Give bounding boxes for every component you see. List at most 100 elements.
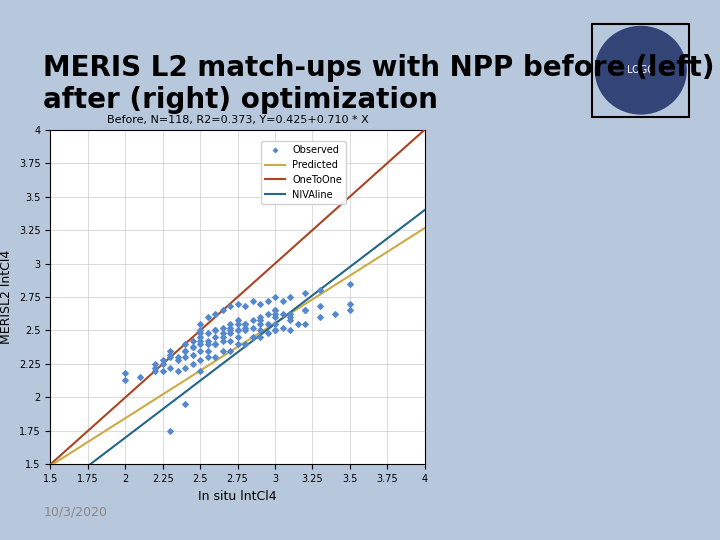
Y-axis label: MERISL2 lntCl4: MERISL2 lntCl4 <box>1 250 14 344</box>
Observed <box>202 313 213 321</box>
Observed <box>284 326 296 335</box>
Observed <box>344 299 356 308</box>
Observed <box>232 333 243 341</box>
Observed <box>232 299 243 308</box>
Text: LOGO: LOGO <box>627 65 654 75</box>
Observed <box>164 427 176 435</box>
Legend: Observed, Predicted, OneToOne, NIVAline: Observed, Predicted, OneToOne, NIVAline <box>261 141 346 204</box>
Predicted <box>68 448 77 455</box>
Observed <box>239 340 251 348</box>
Observed <box>217 346 228 355</box>
Observed <box>150 366 161 375</box>
Observed <box>254 313 266 321</box>
Observed <box>179 340 191 348</box>
Observed <box>254 326 266 335</box>
X-axis label: In situ lntCl4: In situ lntCl4 <box>198 490 277 503</box>
Observed <box>157 360 168 368</box>
Observed <box>194 337 206 346</box>
Observed <box>284 315 296 324</box>
Observed <box>300 289 311 298</box>
Observed <box>284 313 296 321</box>
Observed <box>225 337 236 346</box>
NIVAline <box>116 438 125 445</box>
Predicted <box>145 399 154 406</box>
Line: OneToOne: OneToOne <box>50 130 425 464</box>
Observed <box>164 350 176 359</box>
Observed <box>262 296 274 305</box>
Observed <box>254 333 266 341</box>
NIVAline <box>61 480 70 487</box>
Observed <box>262 329 274 338</box>
Observed <box>269 313 281 321</box>
Observed <box>300 306 311 315</box>
Observed <box>194 326 206 335</box>
Observed <box>329 310 341 319</box>
Observed <box>232 320 243 328</box>
Observed <box>157 356 168 364</box>
Observed <box>179 363 191 372</box>
Observed <box>269 306 281 315</box>
Observed <box>247 296 258 305</box>
Observed <box>254 315 266 324</box>
Observed <box>269 310 281 319</box>
Observed <box>225 302 236 310</box>
Title: Before, N=118, R2=0.373, Y=0.425+0.710 * X: Before, N=118, R2=0.373, Y=0.425+0.710 *… <box>107 114 369 125</box>
Observed <box>262 310 274 319</box>
Observed <box>202 346 213 355</box>
NIVAline <box>420 207 429 213</box>
Observed <box>232 326 243 335</box>
Observed <box>210 340 221 348</box>
NIVAline <box>145 415 154 422</box>
Observed <box>300 320 311 328</box>
Observed <box>202 337 213 346</box>
Predicted <box>46 462 55 469</box>
Observed <box>284 310 296 319</box>
Observed <box>187 342 199 351</box>
Observed <box>157 366 168 375</box>
Observed <box>150 363 161 372</box>
Observed <box>202 340 213 348</box>
Observed <box>210 326 221 335</box>
Observed <box>247 323 258 332</box>
Observed <box>239 320 251 328</box>
Observed <box>150 360 161 368</box>
Text: MERIS L2 match-ups with NPP before (left) and
after (right) optimization: MERIS L2 match-ups with NPP before (left… <box>43 54 720 114</box>
Observed <box>194 340 206 348</box>
Observed <box>232 340 243 348</box>
Observed <box>269 320 281 328</box>
OneToOne <box>402 143 410 150</box>
Observed <box>194 320 206 328</box>
Predicted <box>389 245 397 252</box>
Observed <box>300 306 311 315</box>
Observed <box>269 326 281 335</box>
Observed <box>247 333 258 341</box>
OneToOne <box>420 126 429 133</box>
Observed <box>172 353 184 362</box>
Observed <box>217 333 228 341</box>
NIVAline <box>402 221 410 227</box>
Observed <box>225 326 236 335</box>
Observed <box>225 329 236 338</box>
Line: NIVAline: NIVAline <box>50 210 425 495</box>
Observed <box>292 320 303 328</box>
Observed <box>120 376 131 384</box>
Observed <box>276 296 288 305</box>
Observed <box>239 326 251 335</box>
Observed <box>210 340 221 348</box>
Observed <box>314 286 325 295</box>
OneToOne <box>61 448 70 454</box>
Observed <box>269 306 281 315</box>
Observed <box>210 326 221 335</box>
Observed <box>314 302 325 310</box>
Observed <box>269 326 281 335</box>
Circle shape <box>595 26 686 114</box>
Observed <box>179 400 191 408</box>
Observed <box>187 342 199 351</box>
OneToOne <box>145 372 154 379</box>
Observed <box>217 323 228 332</box>
Observed <box>210 310 221 319</box>
OneToOne <box>116 399 125 406</box>
Observed <box>187 350 199 359</box>
Observed <box>269 293 281 301</box>
OneToOne <box>68 441 77 448</box>
